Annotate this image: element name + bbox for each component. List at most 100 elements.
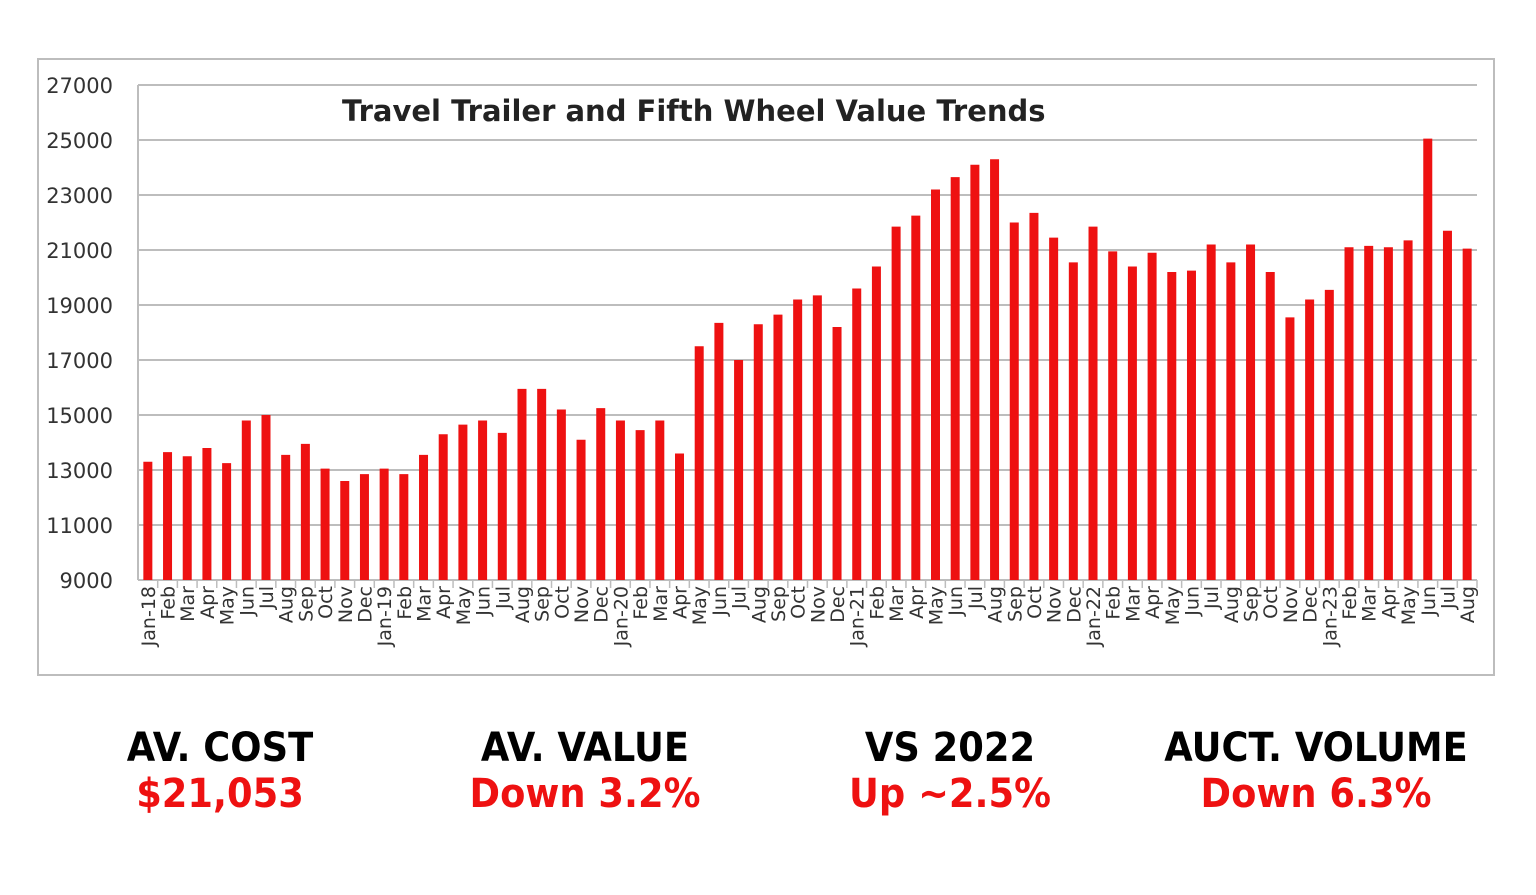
x-tick-label: Mar	[177, 586, 199, 622]
bar	[399, 474, 409, 580]
x-tick-label: Jul	[492, 586, 514, 610]
x-tick-label: Jun	[1418, 586, 1440, 617]
y-tick-label: 21000	[46, 239, 113, 263]
bar	[182, 456, 192, 580]
x-tick-label: Sep	[768, 586, 790, 622]
stat-av-cost: AV. COST $21,053	[40, 725, 400, 817]
bar	[1108, 251, 1118, 580]
bar	[1127, 266, 1137, 580]
bar	[261, 415, 271, 580]
bar	[556, 409, 566, 580]
x-tick-label: May	[1398, 586, 1420, 625]
x-tick-label: Apr	[1378, 586, 1400, 619]
bar	[340, 481, 350, 580]
bar	[1344, 247, 1354, 580]
bar	[281, 454, 291, 580]
stat-label: AUCT. VOLUME	[1164, 725, 1468, 771]
x-tick-label: Mar	[886, 586, 908, 622]
bar	[1049, 237, 1059, 580]
y-tick-label: 11000	[46, 514, 113, 538]
bar	[320, 468, 330, 580]
chart-title: Travel Trailer and Fifth Wheel Value Tre…	[342, 94, 1046, 128]
bar	[576, 439, 586, 580]
x-tick-label: Sep	[532, 586, 554, 622]
x-tick-label: Apr	[1142, 586, 1164, 619]
x-tick-label: Oct	[788, 586, 810, 619]
x-tick-label: Oct	[551, 586, 573, 619]
y-tick-label: 15000	[46, 404, 113, 428]
x-tick-label: Oct	[1260, 586, 1282, 619]
bar	[891, 226, 901, 580]
bar	[753, 324, 763, 580]
bar	[1068, 262, 1078, 580]
bar	[478, 420, 488, 580]
bar-chart: Travel Trailer and Fifth Wheel Value Tre…	[46, 74, 1479, 647]
bar	[438, 434, 448, 580]
x-tick-label: Jun	[236, 586, 258, 617]
bar	[1088, 226, 1098, 580]
x-tick-label: Feb	[630, 586, 652, 620]
x-tick-label: Jul	[729, 586, 751, 610]
stat-label: AV. COST	[126, 725, 314, 771]
y-tick-label: 23000	[46, 184, 113, 208]
bar	[615, 420, 625, 580]
x-tick-label: Aug	[276, 586, 298, 623]
stat-label: VS 2022	[864, 725, 1036, 771]
x-tick-label: Feb	[394, 586, 416, 620]
stat-value: Up ~2.5%	[849, 771, 1051, 817]
stat-value: Down 6.3%	[1200, 771, 1432, 817]
x-tick-label: Apr	[670, 586, 692, 619]
x-tick-label: Feb	[1103, 586, 1125, 620]
bar	[1383, 247, 1393, 580]
bar	[359, 474, 369, 580]
x-tick-label: Jul	[256, 586, 278, 610]
x-tick-label: Mar	[414, 586, 436, 622]
y-tick-label: 17000	[46, 349, 113, 373]
bar	[143, 461, 153, 580]
x-tick-label: Jun	[945, 586, 967, 617]
bar	[852, 288, 862, 580]
x-tick-label: Dec	[354, 586, 376, 623]
x-tick-label: Jul	[1437, 586, 1459, 610]
bar	[1029, 212, 1039, 580]
bar	[930, 189, 940, 580]
bar	[675, 453, 685, 580]
x-tick-label: Jun	[473, 586, 495, 617]
bar	[1364, 245, 1374, 580]
stat-auct-volume: AUCT. VOLUME Down 6.3%	[1136, 725, 1496, 817]
bar	[871, 266, 881, 580]
x-tick-label: Aug	[985, 586, 1007, 623]
x-tick-label: Dec	[1300, 586, 1322, 623]
bar	[241, 420, 251, 580]
bar	[1403, 240, 1413, 580]
bar	[1167, 272, 1177, 580]
x-tick-label: Jan-21	[847, 586, 869, 647]
bar	[379, 468, 389, 580]
bar	[1009, 222, 1019, 580]
x-tick-label: May	[689, 586, 711, 625]
x-tick-label: Oct	[315, 586, 337, 619]
bar	[793, 299, 803, 580]
bar	[812, 295, 822, 580]
x-tick-label: Dec	[827, 586, 849, 623]
x-tick-label: Mar	[1122, 586, 1144, 622]
x-tick-label: Jun	[709, 586, 731, 617]
bar	[970, 164, 980, 580]
x-tick-label: Dec	[591, 586, 613, 623]
x-tick-label: Jan-20	[610, 586, 632, 647]
bar	[1423, 138, 1433, 580]
bar	[1324, 289, 1334, 580]
bar	[1186, 270, 1196, 580]
stat-label: AV. VALUE	[480, 725, 690, 771]
bar	[300, 443, 310, 580]
bar	[714, 322, 724, 580]
bar	[1246, 244, 1256, 580]
x-tick-label: Mar	[1359, 586, 1381, 622]
x-tick-label: Jul	[965, 586, 987, 610]
y-tick-label: 9000	[60, 569, 113, 593]
x-tick-label: Jul	[1201, 586, 1223, 610]
x-tick-label: Apr	[906, 586, 928, 619]
x-tick-label: Aug	[512, 586, 534, 623]
x-tick-label: Nov	[335, 586, 357, 623]
x-tick-label: Nov	[1044, 586, 1066, 623]
